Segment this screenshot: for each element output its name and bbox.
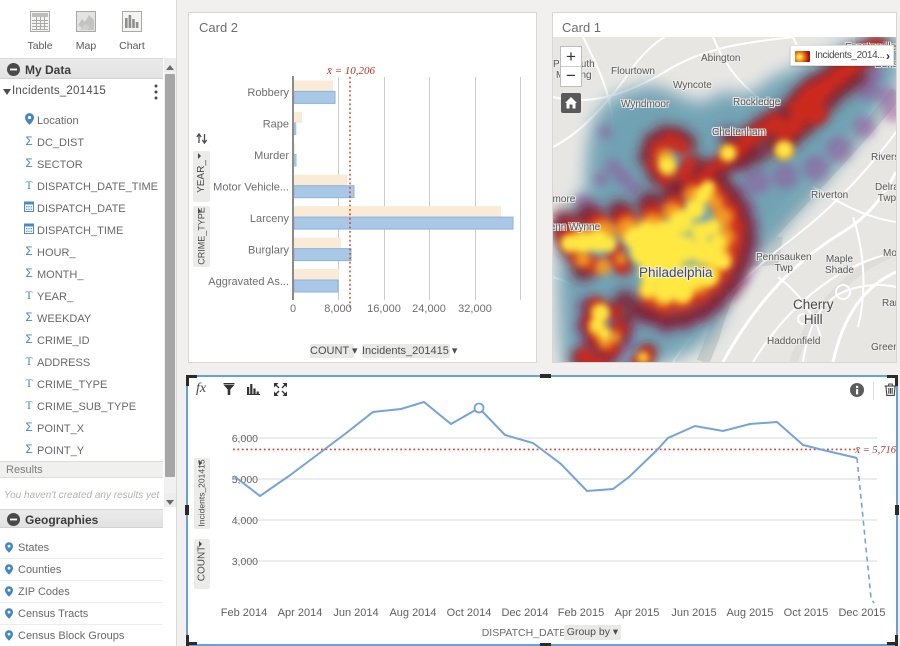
svg-text:Robbery: Robbery bbox=[247, 87, 289, 99]
svg-text:6,000: 6,000 bbox=[232, 433, 258, 445]
svg-text:Dec 2015: Dec 2015 bbox=[838, 607, 885, 619]
svg-text:Rape: Rape bbox=[263, 119, 289, 131]
svg-text:Murder: Murder bbox=[254, 150, 289, 162]
svg-text:4,000: 4,000 bbox=[232, 515, 258, 527]
svg-text:x̄ = 10,206: x̄ = 10,206 bbox=[326, 65, 376, 77]
svg-text:x̄ = 5,716: x̄ = 5,716 bbox=[854, 445, 896, 456]
svg-text:Feb 2015: Feb 2015 bbox=[558, 607, 604, 619]
svg-text:Feb 2014: Feb 2014 bbox=[221, 607, 267, 619]
svg-text:Apr 2015: Apr 2015 bbox=[615, 607, 660, 619]
svg-text:Burglary: Burglary bbox=[248, 245, 289, 257]
svg-text:0: 0 bbox=[290, 303, 296, 315]
svg-text:3,000: 3,000 bbox=[232, 556, 258, 568]
svg-text:32,000: 32,000 bbox=[458, 303, 492, 315]
svg-text:24,000: 24,000 bbox=[412, 303, 446, 315]
svg-text:Jun 2014: Jun 2014 bbox=[333, 607, 378, 619]
svg-text:16,000: 16,000 bbox=[367, 303, 401, 315]
svg-text:DISPATCH_DATE: DISPATCH_DATE bbox=[482, 627, 567, 639]
svg-text:Aug 2014: Aug 2014 bbox=[389, 607, 436, 619]
svg-text:8,000: 8,000 bbox=[324, 303, 352, 315]
svg-text:Motor Vehicle...: Motor Vehicle... bbox=[213, 182, 289, 194]
svg-text:5,000: 5,000 bbox=[232, 474, 258, 486]
svg-text:Aug 2015: Aug 2015 bbox=[726, 607, 773, 619]
svg-text:Jun 2015: Jun 2015 bbox=[671, 607, 716, 619]
svg-text:Dec 2014: Dec 2014 bbox=[501, 607, 548, 619]
svg-text:Aggravated As...: Aggravated As... bbox=[208, 276, 289, 288]
svg-text:Oct 2014: Oct 2014 bbox=[447, 607, 492, 619]
svg-text:Apr 2014: Apr 2014 bbox=[278, 607, 323, 619]
svg-text:Oct 2015: Oct 2015 bbox=[784, 607, 829, 619]
svg-text:Larceny: Larceny bbox=[250, 213, 290, 225]
